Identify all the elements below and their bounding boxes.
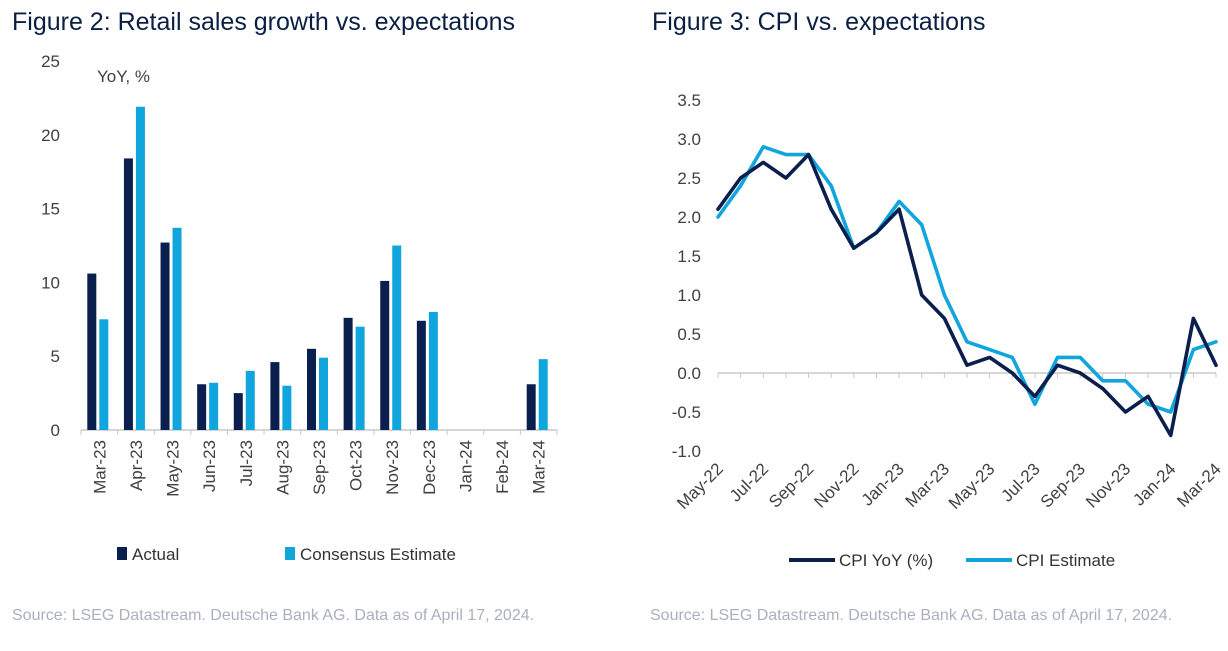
bar-actual-dec-23: [416, 320, 426, 430]
bar-actual-nov-23: [380, 280, 390, 430]
bar-actual-oct-23: [343, 317, 353, 430]
x-tick-label: Mar-23: [902, 459, 954, 511]
figure-3-source: Source: LSEG Datastream. Deutsche Bank A…: [650, 607, 1173, 624]
cpi-yoy-line: [716, 152, 1218, 438]
y-tick-label: 2.5: [677, 169, 701, 188]
bar-estimate-mar-23: [99, 319, 109, 430]
y-tick-label: 25: [41, 52, 60, 71]
x-tick-label: Mar-23: [90, 440, 109, 494]
bar-actual-sep-23: [307, 348, 316, 430]
y-tick-label: 20: [41, 126, 60, 145]
y-tick-label: 0: [51, 421, 60, 440]
bar-actual-mar-23: [87, 273, 97, 430]
bar-estimate-jul-23: [245, 370, 255, 430]
bar-actual-mar-24: [526, 384, 536, 430]
legend-label: CPI Estimate: [1016, 551, 1115, 570]
x-tick-label: Mar-24: [1173, 459, 1225, 511]
y-tick-label: 3.5: [677, 91, 701, 110]
x-tick-label: May-23: [164, 440, 183, 497]
legend-swatch-actual: [117, 547, 127, 560]
x-tick-label: Mar-24: [530, 440, 549, 494]
legend-label: Actual: [132, 545, 179, 564]
bar-actual-jul-23: [233, 393, 243, 430]
bar-actual-apr-23: [123, 158, 133, 430]
bar-estimate-may-23: [172, 227, 182, 430]
x-tick-label: Nov-22: [810, 459, 862, 511]
x-tick-label: Feb-24: [493, 440, 512, 494]
figure-2-source: Source: LSEG Datastream. Deutsche Bank A…: [12, 607, 535, 624]
retail-sales-chart: 0 5 10 15 20 25 YoY, % Mar-23 Apr-23 May-23 Jun-23…: [41, 52, 558, 564]
x-tick-label: Jan-24: [1129, 459, 1179, 509]
bar-estimate-nov-23: [392, 245, 402, 430]
x-tick-label: Nov-23: [1082, 459, 1134, 511]
x-tick-label: Nov-23: [383, 440, 402, 495]
cpi-estimate-line: [716, 145, 1218, 414]
bar-estimate-sep-23: [319, 357, 328, 430]
y-tick-label: 0.5: [677, 325, 701, 344]
y-tick-label: 5: [51, 347, 60, 366]
figure-3-title: Figure 3: CPI vs. expectations: [652, 8, 986, 36]
x-tick-label: May-22: [673, 459, 727, 513]
x-tick-label: Dec-23: [420, 440, 439, 495]
x-tick-label: Jan-24: [456, 440, 475, 492]
y-tick-label: 3.0: [677, 130, 701, 149]
legend-label: CPI YoY (%): [839, 551, 933, 570]
x-tick-label: Oct-23: [347, 440, 366, 491]
y-tick-label: -1.0: [672, 442, 701, 461]
y-tick-label: 0.0: [677, 364, 701, 383]
bar-estimate-dec-23: [428, 311, 438, 430]
x-tick-label: Sep-23: [310, 440, 329, 495]
x-tick-label: Jul-23: [237, 440, 256, 486]
bar-actual-aug-23: [270, 362, 280, 430]
y-tick-label: 1.0: [677, 286, 701, 305]
x-tick-label: Sep-22: [765, 459, 817, 511]
y-tick-label: 15: [41, 200, 60, 219]
figure-2-title: Figure 2: Retail sales growth vs. expect…: [12, 8, 516, 36]
x-tick-label: Jan-23: [858, 459, 908, 509]
bar-actual-jun-23: [197, 384, 207, 430]
legend-swatch-estimate: [285, 547, 295, 560]
x-tick-label: Sep-23: [1037, 459, 1089, 511]
bar-estimate-apr-23: [135, 106, 145, 431]
y-tick-label: 1.5: [677, 247, 701, 266]
y-tick-label: -0.5: [672, 403, 701, 422]
y-axis-label: YoY, %: [97, 67, 150, 86]
bar-estimate-oct-23: [355, 326, 365, 430]
y-tick-label: 2.0: [677, 208, 701, 227]
x-tick-label: Aug-23: [273, 440, 292, 495]
y-tick-label: 10: [41, 273, 60, 292]
x-tick-label: Apr-23: [127, 440, 146, 491]
bar-estimate-mar-24: [538, 359, 548, 430]
bar-estimate-aug-23: [282, 385, 292, 430]
legend-label: Consensus Estimate: [300, 545, 456, 564]
bar-actual-may-23: [160, 242, 170, 430]
bar-estimate-jun-23: [209, 382, 219, 430]
x-tick-label: May-23: [945, 459, 999, 513]
x-tick-label: Jun-23: [200, 440, 219, 492]
